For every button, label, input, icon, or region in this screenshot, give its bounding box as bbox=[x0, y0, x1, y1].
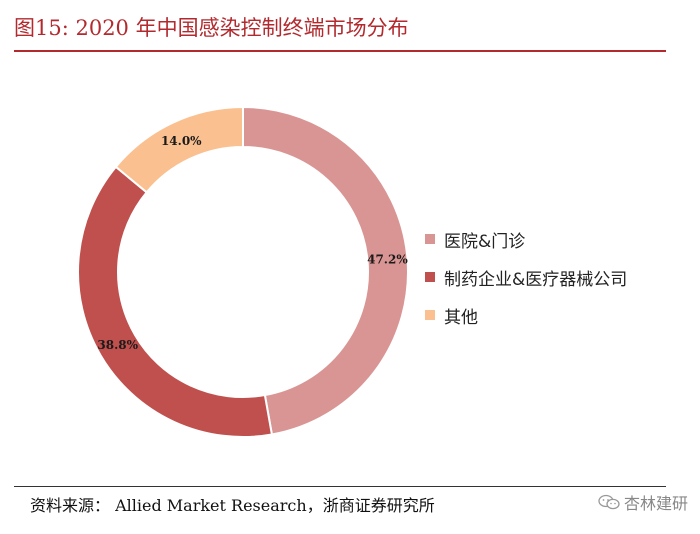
title-divider bbox=[14, 50, 666, 52]
watermark: 杏林建研 bbox=[598, 490, 688, 514]
footer-divider bbox=[14, 486, 666, 487]
legend-label-2: 制药企业&医疗器械公司 bbox=[444, 269, 628, 290]
title-bar: 图15: 2020 年中国感染控制终端市场分布 bbox=[14, 6, 666, 52]
legend-item-2: 制药企业&医疗器械公司 bbox=[425, 258, 627, 296]
legend-label-3: 其他 bbox=[444, 307, 478, 328]
legend-item-1: 医院&门诊 bbox=[425, 220, 627, 258]
data-label-3: 14.0% bbox=[161, 134, 202, 148]
legend-swatch-2 bbox=[425, 272, 435, 282]
source-note: 资料来源： Allied Market Research，浙商证券研究所 bbox=[30, 496, 435, 515]
watermark-text: 杏林建研 bbox=[623, 494, 688, 513]
legend-label-1: 医院&门诊 bbox=[444, 231, 526, 252]
legend-item-3: 其他 bbox=[425, 296, 627, 334]
wechat-icon bbox=[598, 494, 620, 510]
data-label-2: 38.8% bbox=[97, 338, 138, 352]
page-title: 图15: 2020 年中国感染控制终端市场分布 bbox=[14, 16, 409, 40]
chart-legend: 医院&门诊制药企业&医疗器械公司 其他 bbox=[425, 220, 627, 334]
legend-swatch-1 bbox=[425, 234, 435, 244]
donut-slice-3 bbox=[114, 105, 244, 194]
donut-slice-1 bbox=[242, 105, 409, 436]
data-label-1: 47.2% bbox=[367, 252, 408, 266]
donut-slice-2 bbox=[77, 165, 274, 438]
legend-swatch-3 bbox=[425, 310, 435, 320]
